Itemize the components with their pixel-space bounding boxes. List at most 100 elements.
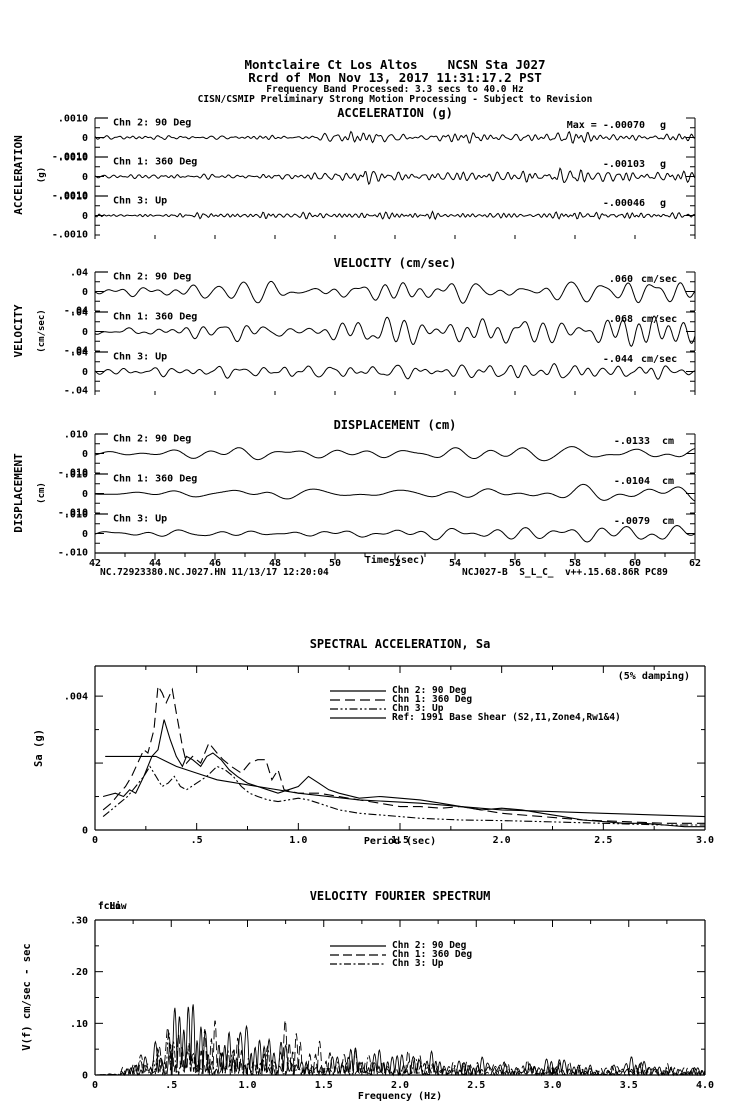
svg-text:ACCELERATION: ACCELERATION — [12, 135, 25, 214]
sa-title: SPECTRAL ACCELERATION, Sa — [309, 637, 491, 651]
svg-text:-.0010: -.0010 — [52, 230, 88, 241]
svg-text:0: 0 — [82, 327, 88, 338]
legend-line-sample — [330, 689, 386, 692]
svg-text:50: 50 — [329, 558, 341, 569]
svg-text:VELOCITY: VELOCITY — [12, 304, 25, 357]
legend-line-sample — [330, 944, 386, 947]
svg-text:-.0104: -.0104 — [614, 476, 650, 487]
svg-text:3.0: 3.0 — [696, 835, 714, 846]
svg-text:-.04: -.04 — [64, 346, 88, 357]
svg-text:46: 46 — [209, 558, 221, 569]
legend-item: Chn 1: 360 Deg — [330, 949, 472, 960]
svg-text:(g): (g) — [37, 167, 47, 183]
legend-line-sample — [330, 716, 386, 719]
svg-text:1.0: 1.0 — [289, 835, 307, 846]
svg-text:.068: .068 — [609, 314, 633, 325]
damping-annotation: (5% damping) — [617, 671, 690, 682]
svg-text:Chn 3: Up: Chn 3: Up — [113, 352, 167, 363]
svg-text:.04: .04 — [70, 268, 88, 279]
svg-text:Chn 3: Up: Chn 3: Up — [113, 514, 167, 525]
svg-text:58: 58 — [569, 558, 581, 569]
svg-text:.0010: .0010 — [58, 153, 88, 164]
svg-text:Max = -.00070: Max = -.00070 — [567, 120, 645, 131]
svg-text:(cm): (cm) — [37, 482, 47, 504]
acceleration-title: ACCELERATION (g) — [337, 106, 453, 120]
svg-text:2.0: 2.0 — [493, 835, 511, 846]
svg-text:.04: .04 — [70, 348, 88, 359]
svg-text:56: 56 — [509, 558, 521, 569]
svg-text:Chn 1: 360 Deg: Chn 1: 360 Deg — [113, 157, 197, 168]
svg-text:.004: .004 — [64, 692, 88, 703]
svg-text:(cm/sec): (cm/sec) — [37, 309, 47, 352]
fclow-marker: fcLow — [98, 901, 127, 912]
svg-text:-.044: -.044 — [603, 354, 633, 365]
legend-label: Chn 2: 90 Deg — [392, 685, 467, 696]
legend-item: Chn 3: Up — [330, 958, 472, 969]
svg-text:-.010: -.010 — [58, 468, 88, 479]
svg-text:-.0010: -.0010 — [52, 152, 88, 163]
svg-text:DISPLACEMENT: DISPLACEMENT — [12, 453, 25, 533]
displacement-panel: DISPLACEMENT (cm) Chn 2: 90 Deg -.0133 cm .01… — [12, 430, 701, 570]
svg-text:1.5: 1.5 — [315, 1080, 333, 1091]
svg-text:52: 52 — [389, 558, 401, 569]
svg-text:4.0: 4.0 — [696, 1080, 714, 1091]
legend-line-sample — [330, 698, 386, 701]
svg-text:g: g — [660, 120, 666, 131]
legend-item: Ref: 1991 Base Shear (S2,I1,Zone4,Rw1&4) — [330, 712, 621, 723]
svg-text:0: 0 — [82, 287, 88, 298]
legend-label: Chn 2: 90 Deg — [392, 940, 467, 951]
svg-text:1.0: 1.0 — [238, 1080, 256, 1091]
svg-text:-.0133: -.0133 — [614, 436, 650, 447]
svg-text:Sa (g): Sa (g) — [33, 729, 45, 767]
svg-text:.5: .5 — [191, 835, 203, 846]
svg-text:Chn 2: 90 Deg: Chn 2: 90 Deg — [113, 272, 191, 283]
sa-plot: 0 .5 1.0 1.5 2.0 2.5 3.0 .004 0 Sa (g) — [33, 665, 714, 846]
svg-text:g: g — [660, 159, 666, 170]
svg-text:2.5: 2.5 — [594, 835, 612, 846]
svg-text:V(f) cm/sec - sec: V(f) cm/sec - sec — [21, 943, 33, 1050]
svg-text:2.5: 2.5 — [467, 1080, 485, 1091]
svg-text:-.0010: -.0010 — [52, 191, 88, 202]
frequency-band-note: Frequency Band Processed: 3.3 secs to 40… — [266, 84, 524, 95]
svg-text:1.5: 1.5 — [391, 835, 409, 846]
svg-text:cm/sec: cm/sec — [641, 314, 677, 325]
svg-text:60: 60 — [629, 558, 641, 569]
svg-text:cm: cm — [662, 436, 674, 447]
fchi-marker: fcHi — [98, 901, 121, 912]
period-axis-label: Period (sec) — [363, 836, 437, 847]
record-id-footer: NC.72923380.NC.J027.HN 11/13/17 12:20:04 — [100, 567, 329, 578]
svg-text:cm: cm — [662, 516, 674, 527]
legend-item: Chn 1: 360 Deg — [330, 694, 621, 705]
svg-text:0: 0 — [82, 172, 88, 183]
svg-text:.10: .10 — [70, 1019, 88, 1030]
svg-text:.010: .010 — [64, 510, 88, 521]
svg-text:Chn 1: 360 Deg: Chn 1: 360 Deg — [113, 474, 197, 485]
svg-text:Chn 3: Up: Chn 3: Up — [113, 196, 167, 207]
legend-item: Chn 3: Up — [330, 703, 621, 714]
legend-label: Chn 1: 360 Deg — [392, 694, 473, 705]
acceleration-panel: ACCELERATION (g) Chn 2: 90 Deg Max = -.0007… — [12, 114, 696, 241]
svg-text:cm/sec: cm/sec — [641, 354, 677, 365]
svg-text:-.010: -.010 — [58, 508, 88, 519]
svg-text:-.04: -.04 — [64, 386, 88, 397]
sa-legend: Chn 2: 90 Deg Chn 1: 360 Deg Chn 3: Up Ref:… — [330, 685, 621, 723]
legend-line-sample — [330, 707, 386, 710]
svg-text:cm/sec: cm/sec — [641, 274, 677, 285]
svg-text:0: 0 — [82, 826, 88, 837]
svg-text:0: 0 — [82, 1071, 88, 1082]
processing-footer: NCJ027-B S_L_C_ v++.15.68.86R PC89 — [462, 567, 668, 578]
svg-text:3.0: 3.0 — [543, 1080, 561, 1091]
svg-text:.5: .5 — [165, 1080, 177, 1091]
svg-text:42: 42 — [89, 558, 101, 569]
legend-item: Chn 2: 90 Deg — [330, 685, 621, 696]
svg-text:.04: .04 — [70, 308, 88, 319]
fourier-title: VELOCITY FOURIER SPECTRUM — [309, 889, 491, 903]
svg-text:.0010: .0010 — [58, 114, 88, 125]
svg-text:0: 0 — [82, 211, 88, 222]
svg-text:-.04: -.04 — [64, 306, 88, 317]
svg-text:48: 48 — [269, 558, 281, 569]
svg-text:g: g — [660, 198, 666, 209]
svg-text:0: 0 — [82, 449, 88, 460]
